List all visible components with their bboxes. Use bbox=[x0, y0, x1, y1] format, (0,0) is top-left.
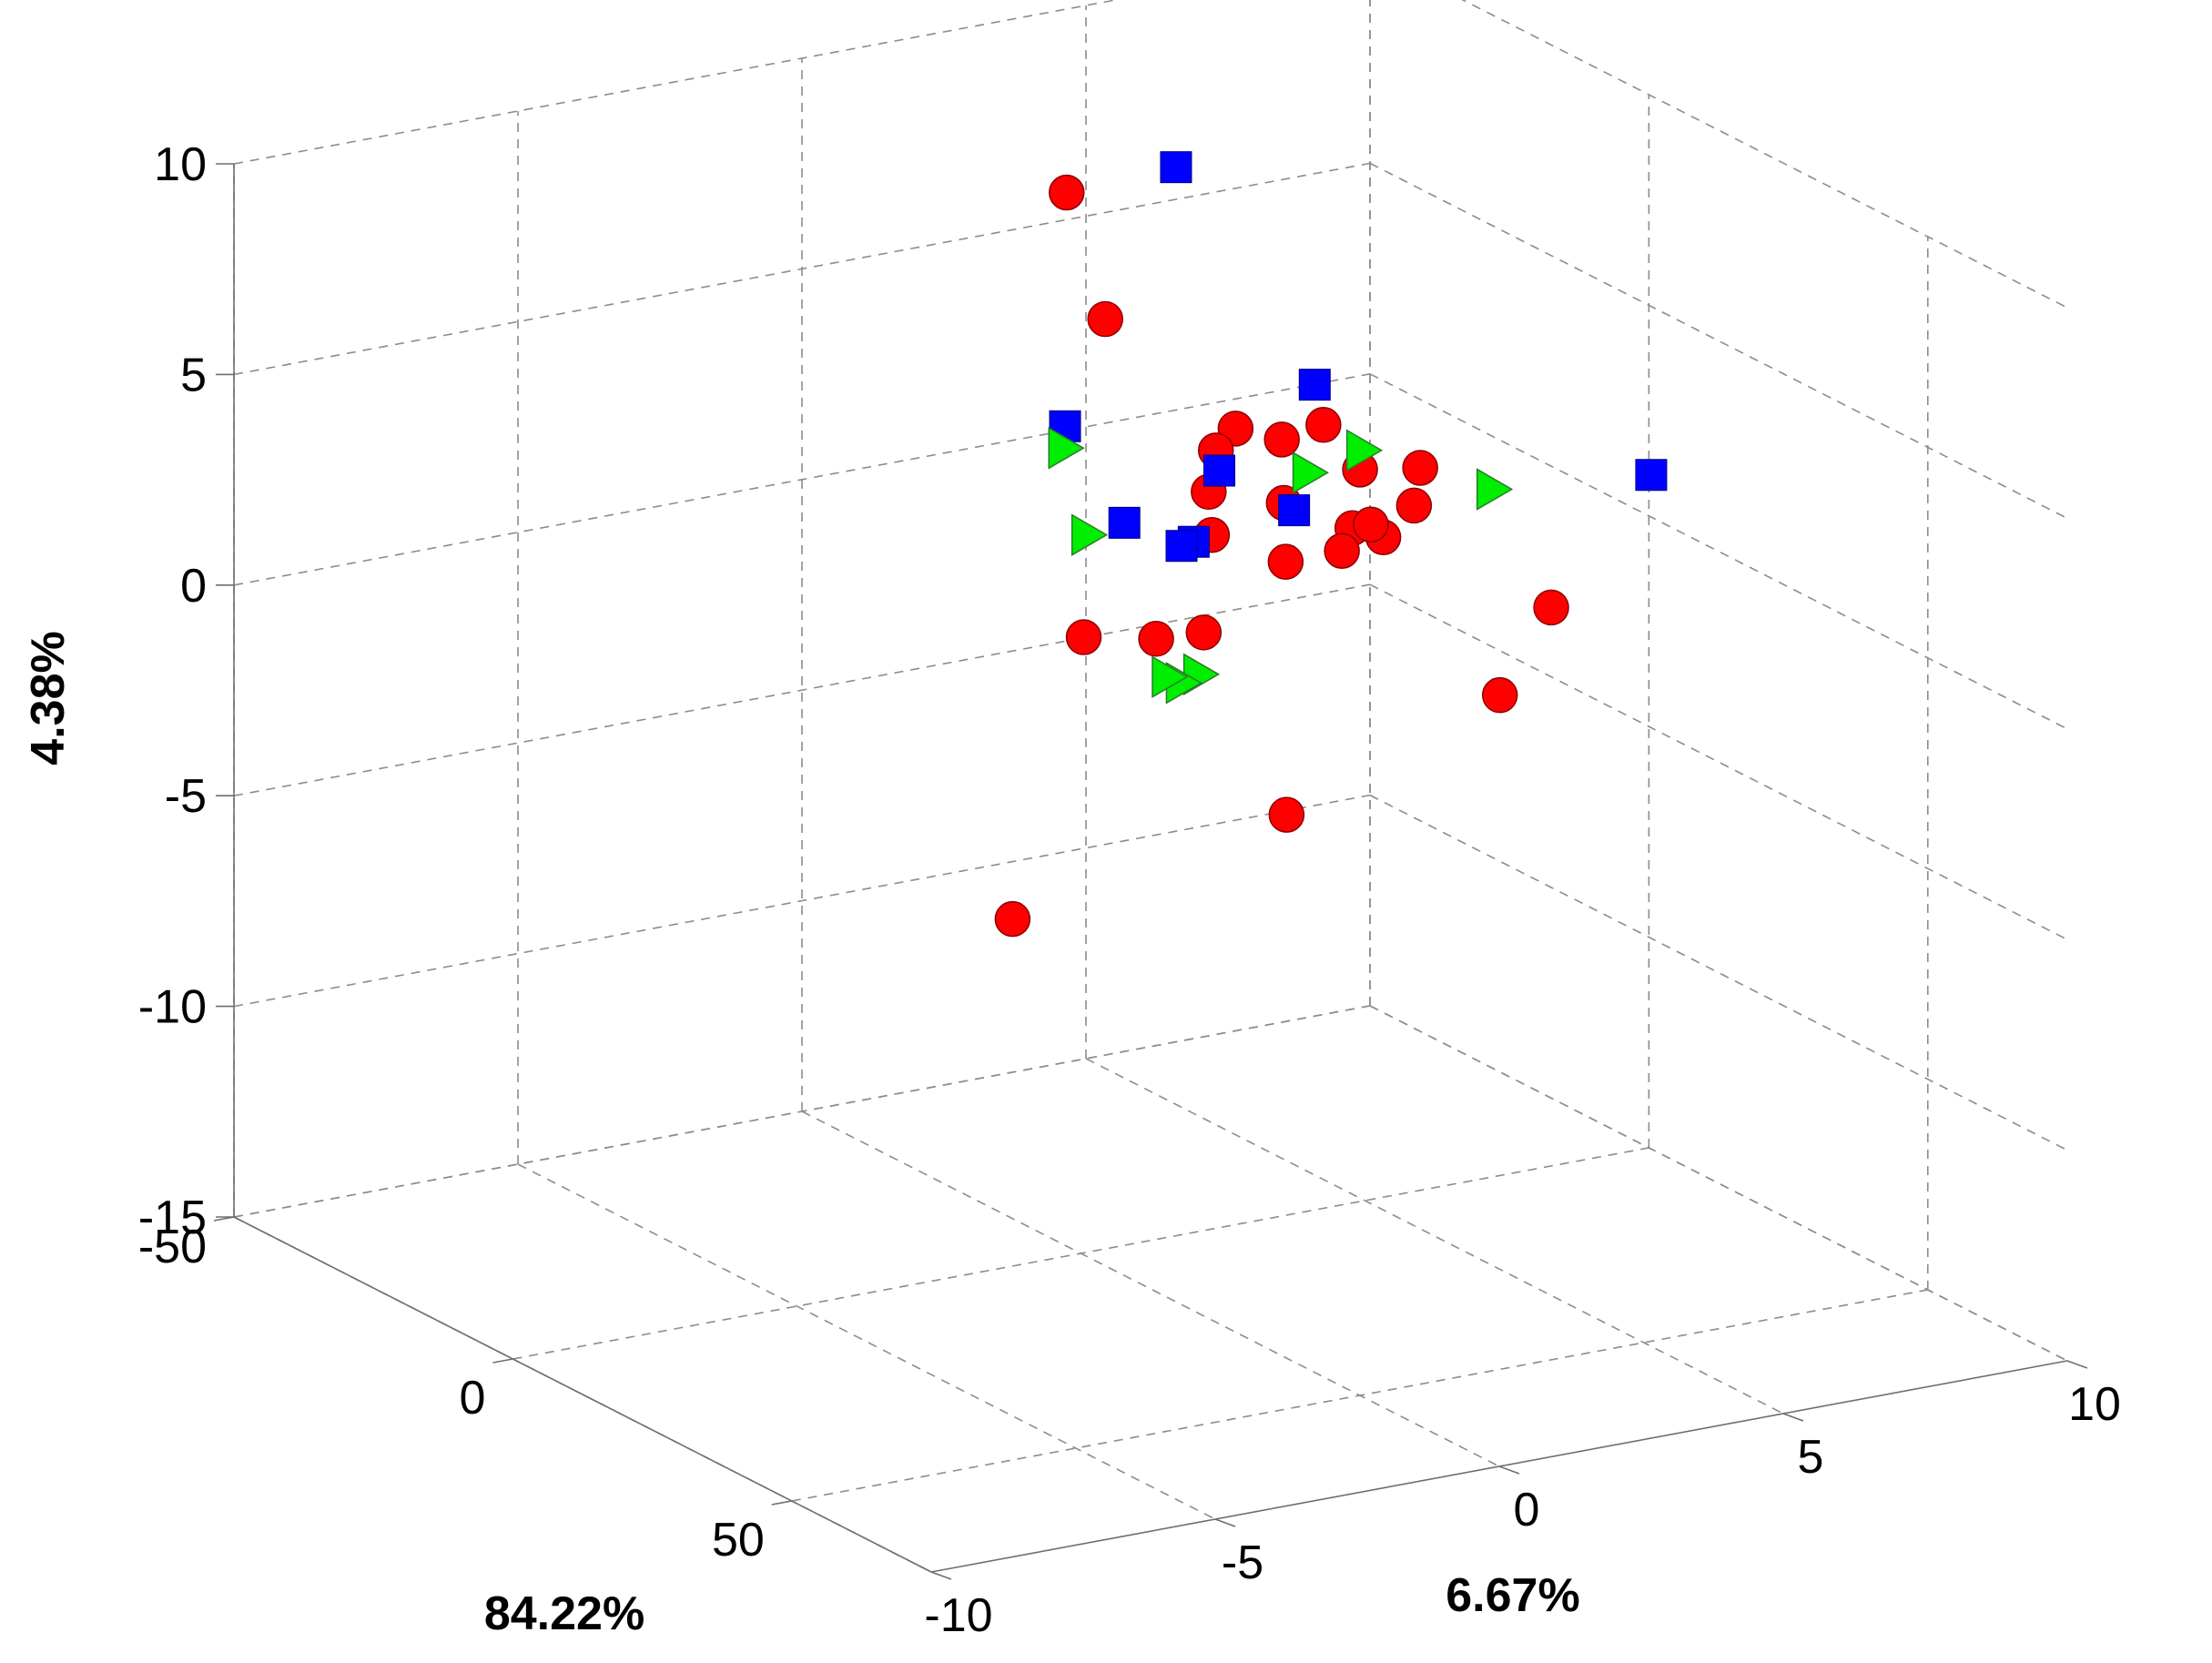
grid-line bbox=[801, 1110, 1500, 1467]
x-tick-label: 50 bbox=[712, 1514, 765, 1567]
y-tick-mark bbox=[2066, 1360, 2088, 1369]
data-point-triangle bbox=[1345, 429, 1384, 472]
axes-layer bbox=[213, 163, 2088, 1580]
x-tick-mark bbox=[213, 1216, 235, 1222]
y-tick-label: -5 bbox=[1222, 1536, 1263, 1589]
data-point-circle bbox=[1395, 487, 1433, 524]
data-point-circle bbox=[1065, 619, 1102, 655]
z-tick-label: 0 bbox=[180, 560, 207, 613]
grid-line bbox=[233, 162, 1371, 376]
data-point-triangle bbox=[1070, 513, 1109, 556]
data-point-circle bbox=[1185, 614, 1223, 651]
data-point-circle bbox=[1049, 174, 1085, 211]
x-tick-mark bbox=[492, 1358, 513, 1364]
y-tick-mark bbox=[1782, 1413, 1804, 1422]
data-point-square bbox=[1202, 454, 1235, 487]
data-point-square bbox=[1165, 530, 1198, 563]
data-point-circle bbox=[1481, 676, 1518, 714]
y-tick-label: 5 bbox=[1798, 1431, 1824, 1484]
grid-layer bbox=[233, 0, 2068, 1573]
grid-line bbox=[1369, 583, 2068, 940]
data-point-square bbox=[1298, 369, 1331, 401]
data-point-circle bbox=[1087, 300, 1123, 338]
data-point-square bbox=[1635, 459, 1668, 492]
data-point-square bbox=[1108, 506, 1141, 539]
data-point-circle bbox=[1267, 543, 1304, 580]
y-tick-mark bbox=[1498, 1465, 1520, 1475]
x-axis-label: 84.22% bbox=[484, 1587, 644, 1640]
y-tick-label: -10 bbox=[924, 1589, 992, 1642]
z-tick-label: 10 bbox=[154, 138, 207, 191]
y-tick-label: 0 bbox=[1514, 1484, 1540, 1536]
z-tick-label: -10 bbox=[138, 981, 207, 1034]
y-axis-label: 6.67% bbox=[1446, 1569, 1579, 1622]
data-point-circle bbox=[1263, 421, 1300, 458]
data-point-circle bbox=[1268, 796, 1305, 833]
x-tick-mark bbox=[771, 1500, 792, 1506]
grid-line bbox=[1085, 1058, 1784, 1415]
data-point-square bbox=[1278, 494, 1311, 527]
data-point-circle bbox=[1402, 450, 1438, 486]
data-point-triangle bbox=[1292, 451, 1330, 494]
grid-line bbox=[517, 1163, 1216, 1520]
data-point-circle bbox=[994, 900, 1031, 938]
data-point-circle bbox=[1305, 407, 1342, 443]
data-point-square bbox=[1160, 151, 1192, 184]
data-point-circle bbox=[1324, 532, 1360, 570]
z-tick-label: 5 bbox=[180, 349, 207, 401]
grid-line bbox=[233, 794, 1371, 1008]
grid-line bbox=[1461, 0, 2068, 309]
data-point-circle bbox=[1533, 589, 1569, 626]
grid-line bbox=[1369, 162, 2068, 520]
x-axis-line bbox=[233, 1216, 932, 1573]
z-axis-label: 4.38% bbox=[22, 631, 75, 765]
grid-line bbox=[1369, 1005, 2068, 1362]
z-tick-label: -15 bbox=[138, 1191, 207, 1244]
data-point-triangle bbox=[1476, 468, 1514, 511]
x-tick-label: 0 bbox=[459, 1372, 485, 1425]
y-tick-label: 10 bbox=[2068, 1378, 2121, 1431]
z-tick-label: -5 bbox=[165, 770, 207, 823]
grid-line bbox=[233, 373, 1371, 586]
grid-line bbox=[233, 583, 1371, 796]
points-layer bbox=[994, 151, 1668, 938]
y-tick-mark bbox=[1214, 1518, 1236, 1527]
grid-line bbox=[1369, 794, 2068, 1151]
data-point-triangle bbox=[1048, 426, 1085, 470]
y-tick-mark bbox=[930, 1571, 952, 1580]
data-point-circle bbox=[1138, 621, 1174, 657]
x-tick-label: -50 bbox=[138, 1221, 207, 1273]
data-point-triangle bbox=[1152, 655, 1189, 698]
data-point-circle bbox=[1353, 506, 1389, 543]
grid-line bbox=[1369, 373, 2068, 730]
grid-line bbox=[233, 0, 1120, 165]
